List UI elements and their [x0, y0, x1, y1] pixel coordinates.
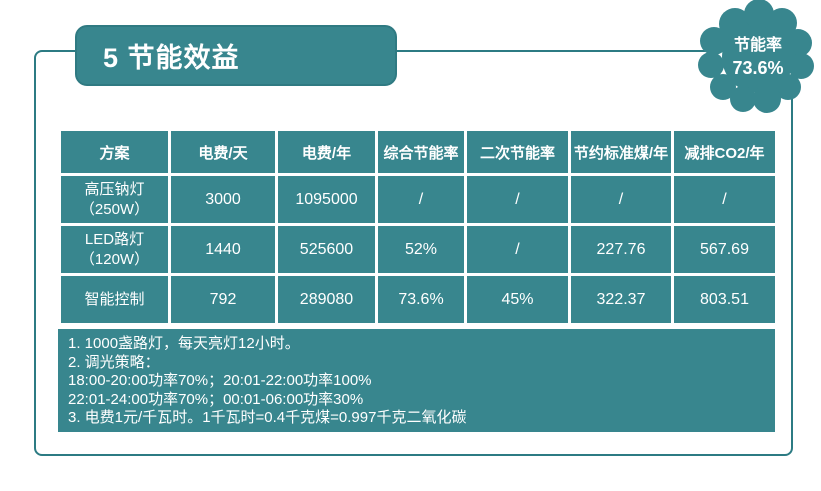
cell-plan: 高压钠灯 （250W） — [58, 173, 171, 226]
column-header-overall-saving: 综合节能率 — [375, 128, 467, 176]
cell-cost-day: 1440 — [168, 223, 278, 276]
cell-secondary-saving: 45% — [464, 273, 571, 326]
cell-co2-reduced: / — [671, 173, 778, 226]
note-line-3: 18:00-20:00功率70%；20:01-22:00功率100% — [68, 372, 372, 389]
cell-overall-saving: / — [375, 173, 467, 226]
badge-value: 73.6% — [732, 57, 784, 78]
badge-label: 节能率 — [733, 37, 782, 54]
section-title-box: 5 节能效益 — [75, 25, 397, 86]
table-row-smart-control: 智能控制 792 289080 73.6% 45% 322.37 803.51 — [58, 273, 778, 326]
cell-overall-saving: 73.6% — [375, 273, 467, 326]
content-area: 方案 电费/天 电费/年 综合节能率 二次节能率 节约标准煤/年 减排CO2/年… — [58, 128, 778, 432]
column-header-secondary-saving: 二次节能率 — [464, 128, 571, 176]
note-line-4: 22:01-24:00功率70%；00:01-06:00功率30% — [68, 390, 364, 408]
cell-cost-day: 3000 — [168, 173, 278, 226]
cell-secondary-saving: / — [464, 223, 571, 276]
note-line-2: 2. 调光策略： — [68, 353, 160, 371]
note-line-5: 3. 电费1元/千瓦时。1千瓦时=0.4千克煤=0.997千克二氧化碳 — [68, 409, 467, 426]
column-header-cost-day: 电费/天 — [168, 128, 278, 176]
cloud-badge — [698, 0, 818, 116]
benefits-table: 方案 电费/天 电费/年 综合节能率 二次节能率 节约标准煤/年 减排CO2/年… — [58, 128, 778, 326]
cell-cost-day: 792 — [168, 273, 278, 326]
cell-cost-year: 1095000 — [275, 173, 378, 226]
page-title: 5 节能效益 — [103, 43, 240, 73]
table-row-sodium-lamp: 高压钠灯 （250W） 3000 1095000 / / / / — [58, 173, 778, 226]
column-header-coal-saved: 节约标准煤/年 — [568, 128, 674, 176]
header-row: 方案 电费/天 电费/年 综合节能率 二次节能率 节约标准煤/年 减排CO2/年 — [58, 128, 778, 176]
cell-co2-reduced: 803.51 — [671, 273, 778, 326]
cell-cost-year: 289080 — [275, 273, 378, 326]
cell-cost-year: 525600 — [275, 223, 378, 276]
column-header-co2-reduced: 减排CO2/年 — [671, 128, 778, 176]
badge-text: 节能率 73.6% — [698, 36, 818, 80]
cell-plan: LED路灯 （120W） — [58, 223, 171, 276]
cell-plan: 智能控制 — [58, 273, 171, 326]
note-line-1: 1. 1000盏路灯，每天亮灯12小时。 — [68, 335, 300, 352]
table-row-led-lamp: LED路灯 （120W） 1440 525600 52% / 227.76 56… — [58, 223, 778, 276]
cell-coal-saved: / — [568, 173, 674, 226]
page-border — [34, 50, 793, 456]
cell-coal-saved: 322.37 — [568, 273, 674, 326]
cell-co2-reduced: 567.69 — [671, 223, 778, 276]
cell-coal-saved: 227.76 — [568, 223, 674, 276]
column-header-cost-year: 电费/年 — [275, 128, 378, 176]
notes-panel: 1. 1000盏路灯，每天亮灯12小时。 2. 调光策略： 18:00-20:0… — [58, 329, 775, 432]
column-header-plan: 方案 — [58, 128, 171, 176]
cloud-icon — [698, 0, 814, 113]
cell-secondary-saving: / — [464, 173, 571, 226]
cell-overall-saving: 52% — [375, 223, 467, 276]
